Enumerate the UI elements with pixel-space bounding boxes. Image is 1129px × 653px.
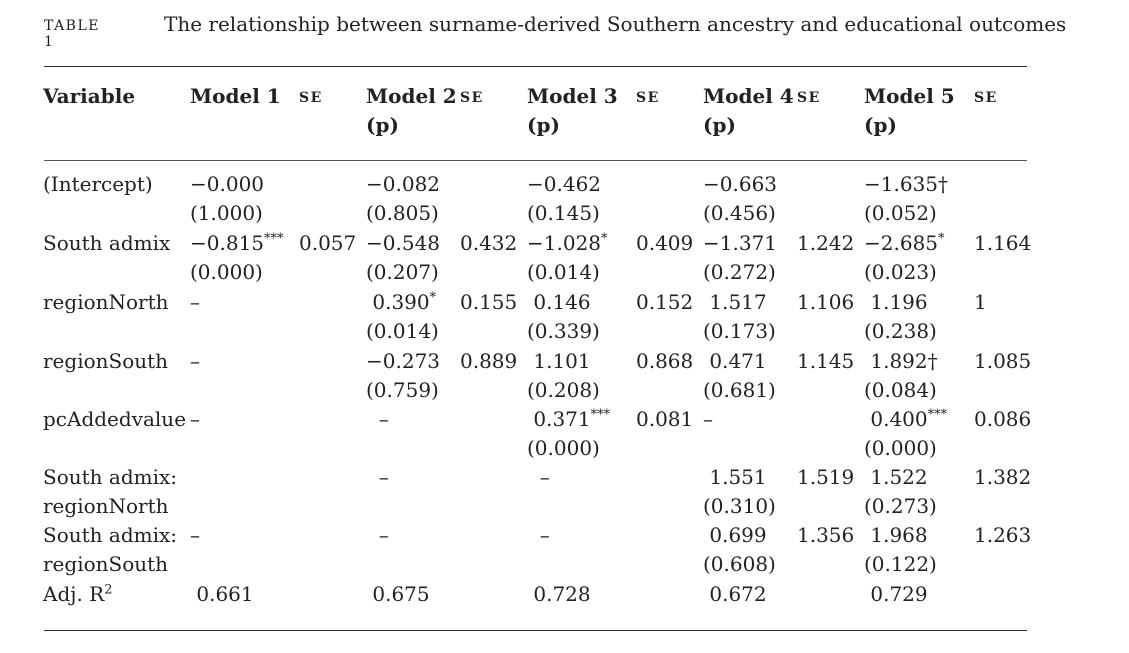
table-cell-se2: 0.432: [460, 231, 518, 255]
table-cell-m5: 1.968 (0.122): [864, 523, 937, 576]
bottom-rule: [44, 630, 1027, 631]
header-m2: Model 2 (p): [366, 84, 457, 137]
header-se4: SE: [797, 90, 821, 106]
table-cell-se1: 0.057: [299, 231, 357, 255]
table-cell-se5: 1.164: [974, 231, 1032, 255]
table-cell-m5: 1.892† (0.084): [864, 349, 938, 402]
row-label: South admix: [43, 231, 171, 255]
table-cell-m5: −2.685* (0.023): [864, 231, 945, 284]
header-m4: Model 4 (p): [703, 84, 794, 137]
row-label: Adj. R2: [43, 582, 113, 606]
table-cell-m4: –: [703, 407, 713, 431]
row-label: South admix: regionSouth: [43, 523, 178, 576]
header-rule: [44, 160, 1027, 161]
table-cell-m4: −0.663 (0.456): [703, 172, 778, 225]
table-cell-se5: 0.086: [974, 407, 1032, 431]
table-cell-se4: 1.242: [797, 231, 855, 255]
header-m3: Model 3 (p): [527, 84, 618, 137]
table-cell-m3: 0.371*** (0.000): [527, 407, 611, 460]
table-cell-m1: −0.000 (1.000): [190, 172, 265, 225]
table-title: The relationship between surname-derived…: [164, 12, 1067, 36]
header-m1: Model 1: [190, 84, 281, 108]
table-cell-m1: –: [190, 523, 200, 547]
table-cell-m5: −1.635† (0.052): [864, 172, 949, 225]
table-cell-se3: 0.868: [636, 349, 694, 373]
table-cell-se4: 1.356: [797, 523, 855, 547]
table-cell-m2: –: [366, 465, 389, 489]
table-cell-m3: −1.028* (0.014): [527, 231, 608, 284]
table-cell-m5: 0.729: [864, 582, 928, 606]
table-cell-m5: 1.522 (0.273): [864, 465, 937, 518]
table-cell-m3: –: [527, 465, 550, 489]
table-cell-m4: 0.672: [703, 582, 767, 606]
table-cell-m3: −0.462 (0.145): [527, 172, 602, 225]
table-cell-se5: 1.085: [974, 349, 1032, 373]
table-cell-se3: 0.409: [636, 231, 694, 255]
table-cell-m3: 1.101 (0.208): [527, 349, 600, 402]
table-cell-m4: 1.517 (0.173): [703, 290, 776, 343]
row-label: (Intercept): [43, 172, 153, 196]
table-cell-m4: −1.371 (0.272): [703, 231, 778, 284]
table-cell-se5: 1.263: [974, 523, 1032, 547]
table-cell-m3: 0.146 (0.339): [527, 290, 600, 343]
table-cell-m1: –: [190, 349, 200, 373]
table-cell-m3: –: [527, 523, 550, 547]
table-cell-m2: −0.273 (0.759): [366, 349, 441, 402]
header-m5: Model 5 (p): [864, 84, 955, 137]
header-se1: SE: [299, 90, 323, 106]
header-variable: Variable: [43, 84, 136, 108]
table-cell-se4: 1.145: [797, 349, 855, 373]
table-cell-se2: 0.889: [460, 349, 518, 373]
table-cell-m1: 0.661: [190, 582, 254, 606]
row-label: regionNorth: [43, 290, 169, 314]
table-cell-m4: 0.471 (0.681): [703, 349, 776, 402]
header-se3: SE: [636, 90, 660, 106]
table-cell-m1: −0.815*** (0.000): [190, 231, 284, 284]
row-label: South admix: regionNorth: [43, 465, 178, 518]
top-rule: [44, 66, 1027, 67]
table-cell-m4: 1.551 (0.310): [703, 465, 776, 518]
table-cell-m2: −0.082 (0.805): [366, 172, 441, 225]
table-cell-m1: –: [190, 290, 200, 314]
table-cell-m2: –: [366, 523, 389, 547]
table-cell-m2: –: [366, 407, 389, 431]
table-cell-m2: 0.390* (0.014): [366, 290, 439, 343]
table-cell-se3: 0.152: [636, 290, 694, 314]
table-cell-m2: 0.675: [366, 582, 430, 606]
table-cell-m2: −0.548 (0.207): [366, 231, 441, 284]
table-label: TABLE 1: [44, 18, 100, 50]
table-cell-m5: 1.196 (0.238): [864, 290, 937, 343]
table-cell-se2: 0.155: [460, 290, 518, 314]
header-se2: SE: [460, 90, 484, 106]
row-label: pcAddedvalue: [43, 407, 187, 431]
table-cell-m3: 0.728: [527, 582, 591, 606]
table-cell-se5: 1: [974, 290, 987, 314]
table-cell-se5: 1.382: [974, 465, 1032, 489]
header-se5: SE: [974, 90, 998, 106]
table-cell-m5: 0.400*** (0.000): [864, 407, 948, 460]
table-cell-se4: 1.106: [797, 290, 855, 314]
table-cell-m1: –: [190, 407, 200, 431]
row-label: regionSouth: [43, 349, 169, 373]
table-cell-se4: 1.519: [797, 465, 855, 489]
table-cell-m4: 0.699 (0.608): [703, 523, 776, 576]
table-cell-se3: 0.081: [636, 407, 694, 431]
